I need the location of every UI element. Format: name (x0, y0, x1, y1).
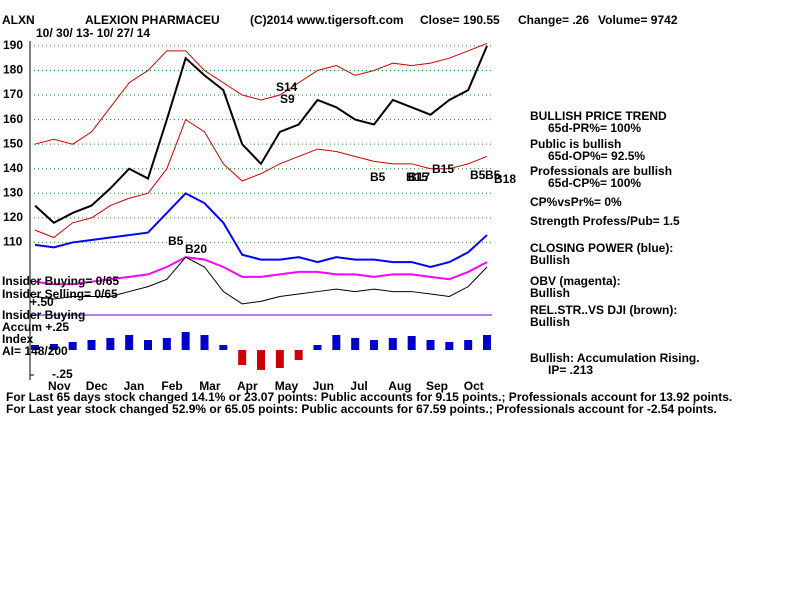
right-note: Strength Profess/Pub= 1.5 (530, 214, 680, 228)
right-note: 65d-OP%= 92.5% (548, 149, 645, 163)
left-note: Insider Buying (2, 308, 85, 322)
right-note: Public is bullish (530, 137, 621, 151)
accum-bar (68, 342, 77, 350)
header-item: ALEXION PHARMACEU (85, 13, 220, 27)
accum-bar (483, 335, 491, 350)
y2-tick-label: -.25 (52, 367, 73, 381)
x-tick-label: Jul (350, 379, 367, 393)
series-line (34, 42, 488, 145)
right-note: Professionals are bullish (530, 164, 672, 178)
left-note: AI= 148/200 (2, 344, 68, 358)
x-tick-label: Mar (199, 379, 221, 393)
header-item: (C)2014 www.tigersoft.com (250, 13, 404, 27)
accum-bar (351, 338, 360, 350)
signal-label: S14 (276, 80, 298, 94)
x-tick-label: May (275, 379, 299, 393)
signal-label: B5 (168, 234, 184, 248)
y-tick-label: 190 (3, 38, 23, 52)
y-tick-label: 170 (3, 87, 23, 101)
signal-label: B18 (494, 172, 516, 186)
x-tick-label: Apr (237, 379, 258, 393)
accum-bar (181, 332, 190, 350)
y-tick-label: 120 (3, 210, 23, 224)
header-item: Close= 190.55 (420, 13, 500, 27)
left-note: Index (2, 332, 34, 346)
accum-bar (219, 345, 228, 350)
signal-label: B20 (185, 242, 207, 256)
series-line (34, 256, 488, 305)
accum-bar (426, 340, 435, 350)
accum-bar (332, 335, 341, 350)
accum-bar (144, 340, 152, 350)
signal-label: B15 (432, 162, 454, 176)
y-tick-label: 140 (3, 161, 23, 175)
x-tick-label: Nov (48, 379, 71, 393)
x-tick-label: Sep (426, 379, 448, 393)
right-note: OBV (magenta): (530, 274, 621, 288)
series-line (34, 118, 488, 239)
accum-bar (49, 344, 58, 350)
x-tick-label: Dec (86, 379, 108, 393)
accum-bar (275, 350, 284, 368)
right-note: CP%vsPr%= 0% (530, 195, 622, 209)
accum-bar (388, 338, 397, 350)
left-note: +.50 (30, 295, 54, 309)
left-note: Insider Buying= 0/65 (2, 274, 119, 288)
right-note: Bullish: Accumulation Rising. (530, 351, 700, 365)
x-tick-label: Oct (464, 379, 484, 393)
signal-label: B17 (408, 170, 430, 184)
x-tick-label: Jan (124, 379, 145, 393)
right-note: Bullish (530, 315, 570, 329)
right-note: Bullish (530, 286, 570, 300)
right-note: 65d-PR%= 100% (548, 121, 641, 135)
footer-line: For Last year stock changed 52.9% or 65.… (6, 402, 717, 416)
series-line (34, 256, 488, 286)
x-tick-label: Feb (161, 379, 182, 393)
accum-bar (106, 338, 115, 350)
y-tick-label: 160 (3, 112, 23, 126)
x-tick-label: Jun (313, 379, 334, 393)
accum-bar (200, 335, 209, 350)
signal-label: S9 (280, 92, 295, 106)
signal-label: B5 (485, 168, 501, 182)
accum-bar (257, 350, 265, 370)
series-line (34, 192, 488, 269)
y-tick-label: 150 (3, 136, 23, 150)
signal-label: B15 (406, 170, 428, 184)
accum-bar (370, 340, 378, 350)
y-tick-label: 130 (3, 185, 23, 199)
y-tick-label: 110 (3, 235, 23, 249)
right-note: BULLISH PRICE TREND (530, 109, 667, 123)
left-note: Accum +.25 (2, 320, 69, 334)
signal-label: B5 (370, 170, 386, 184)
accum-bar (238, 350, 247, 365)
header-item: Change= .26 (518, 13, 589, 27)
signal-label: B5 (470, 168, 486, 182)
header-item: Volume= 9742 (598, 13, 678, 27)
x-tick-label: Aug (388, 379, 411, 393)
right-note: REL.STR..VS DJI (brown): (530, 303, 677, 317)
right-note: IP= .213 (548, 363, 593, 377)
accum-bar (464, 340, 473, 350)
accum-bar (31, 345, 39, 350)
series-line (34, 45, 488, 224)
header-item: ALXN (2, 13, 35, 27)
accum-bar (407, 336, 416, 350)
accum-bar (87, 340, 96, 350)
accum-bar (445, 342, 454, 350)
date-range: 10/ 30/ 13- 10/ 27/ 14 (36, 26, 150, 40)
right-note: Bullish (530, 253, 570, 267)
accum-bar (294, 350, 303, 360)
right-note: 65d-CP%= 100% (548, 176, 641, 190)
accum-bar (125, 335, 134, 350)
accum-bar (313, 345, 322, 350)
accum-bar (162, 338, 171, 350)
footer-line: For Last 65 days stock changed 14.1% or … (6, 390, 732, 404)
right-note: CLOSING POWER (blue): (530, 241, 673, 255)
y-tick-label: 180 (3, 63, 23, 77)
left-note: Insider Selling= 0/65 (2, 287, 118, 301)
